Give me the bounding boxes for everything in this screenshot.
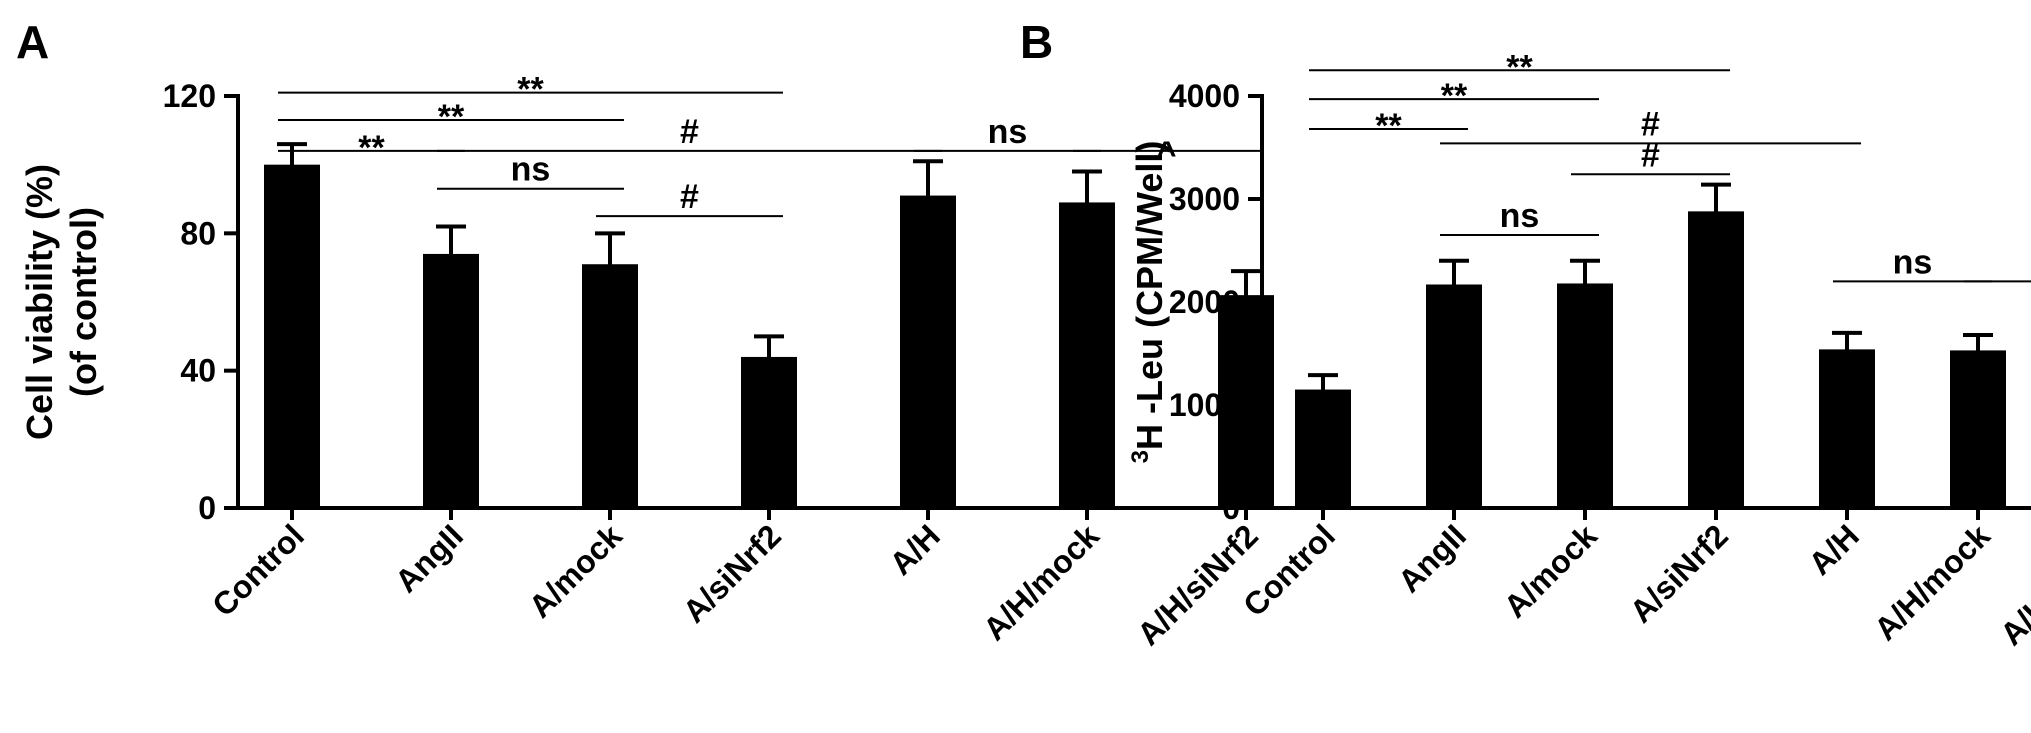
bar-a-h [1819, 349, 1875, 508]
bar-angii [1426, 284, 1482, 508]
significance-label: ^ [1157, 135, 1177, 173]
significance-label: ns [511, 151, 551, 189]
y-tick-label: 1000 [1169, 387, 1240, 423]
x-tick-label: Control [205, 517, 311, 623]
y-tick-label: 40 [180, 353, 216, 389]
significance-label: ** [358, 129, 385, 167]
panel-label: A [16, 16, 49, 68]
y-tick-label: 0 [198, 490, 216, 526]
bar-a-sinrf2 [1688, 211, 1744, 509]
x-tick-label: A/H/mock [976, 517, 1106, 647]
bar-control [1295, 389, 1351, 508]
significance-label: ** [1506, 48, 1533, 86]
bar-a-h-mock [1059, 202, 1115, 508]
significance-label: # [680, 113, 699, 151]
bar-a-h [900, 195, 956, 509]
x-tick-label: A/H [1802, 517, 1866, 581]
y-axis-title-line2: (of control) [63, 207, 104, 397]
bar-a-h-mock [1950, 350, 2006, 508]
significance-label: ns [1893, 243, 1933, 281]
bar-a-sinrf2 [741, 356, 797, 508]
x-tick-label: A/mock [1497, 517, 1604, 624]
panel-a-chart: A Cell viability (%) (of control) 0 40 80 120 C… [16, 16, 1282, 652]
significance-label: ** [517, 71, 544, 109]
y-axis-title-main: H -Leu (CPM/Well) [1129, 141, 1170, 450]
x-tick-label: AngII [1391, 517, 1473, 599]
bar-a-mock [1557, 283, 1613, 508]
x-tick-label: A/H [883, 517, 947, 581]
significance-label: ns [988, 113, 1028, 151]
y-tick-label: 4000 [1169, 78, 1240, 114]
x-tick-label: A/siNrf2 [1623, 517, 1735, 629]
panel-label: B [1020, 16, 1053, 68]
significance-label: # [1641, 105, 1660, 143]
y-axis-title: 3H -Leu (CPM/Well) [1127, 141, 1170, 464]
bar-a-mock [582, 264, 638, 508]
significance-label: ns [1500, 197, 1540, 235]
y-axis-title-group: Cell viability (%) (of control) [19, 164, 104, 440]
significance-label: ** [1375, 107, 1402, 145]
bar-control [264, 164, 320, 508]
y-axis-title-group: 3H -Leu (CPM/Well) [1127, 141, 1170, 464]
y-tick-label: 0 [1222, 490, 1240, 526]
x-tick-label: A/mock [522, 517, 629, 624]
significance-label: # [680, 178, 699, 216]
y-tick-label: 3000 [1169, 181, 1240, 217]
x-tick-label: AngII [388, 517, 470, 599]
x-tick-label: A/siNrf2 [676, 517, 788, 629]
x-tick-label: A/H/mock [1867, 517, 1997, 647]
y-axis-title-line1: Cell viability (%) [19, 164, 60, 440]
significance-label: ** [438, 98, 465, 136]
y-axis-title-superscript: 3 [1127, 450, 1154, 463]
y-tick-label: 2000 [1169, 284, 1240, 320]
panel-b-chart: B3H -Leu (CPM/Well)01000200030004000Cont… [1020, 16, 2031, 652]
y-tick-label: 80 [180, 215, 216, 251]
bar-angii [423, 253, 479, 508]
x-tick-label: A/H/siNrf2 [1993, 517, 2031, 652]
significance-label: ** [1441, 77, 1468, 115]
bar-a-h-sinrf2 [1218, 295, 1274, 508]
significance-label: # [1641, 136, 1660, 174]
y-tick-label: 120 [163, 78, 216, 114]
x-tick-label: A/H/siNrf2 [1130, 517, 1265, 652]
